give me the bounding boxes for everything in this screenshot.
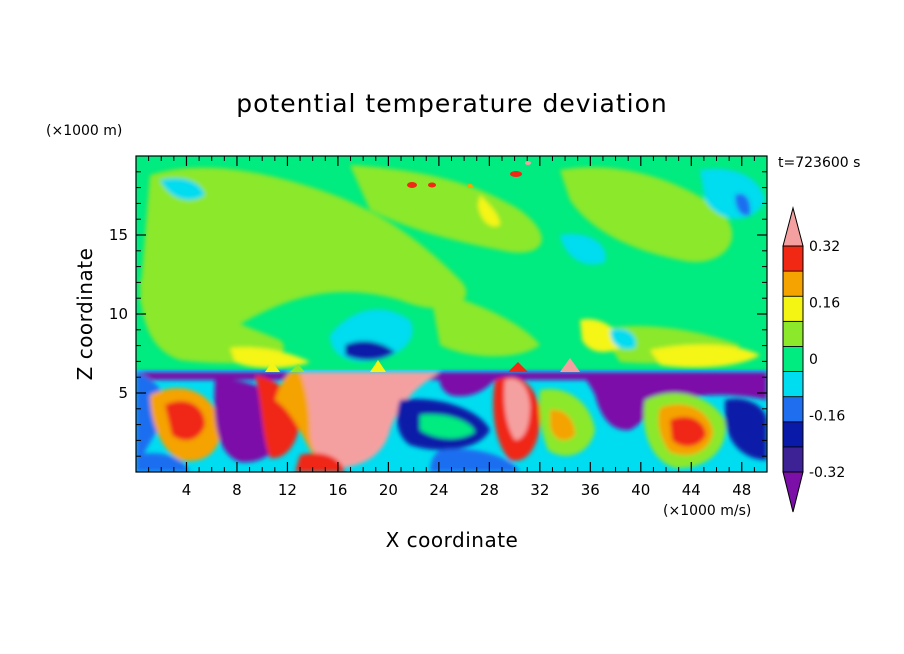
x-unit-label: (×1000 m/s) [663,503,751,519]
colorbar-box [782,320,804,347]
colorbar-box [782,346,804,372]
x-axis-label: X coordinate [386,528,519,552]
upper-hotspots [407,161,531,188]
colorbar-box [782,270,804,297]
colorbar-extend-high [782,206,804,247]
upper-field-patches [140,165,765,368]
x-tick-label: 36 [581,481,600,499]
colorbar-tick-label: 0.32 [809,239,840,255]
x-tick-label: 12 [278,481,297,499]
colorbar-box [782,245,804,272]
chart-title: potential temperature deviation [236,89,667,118]
x-tick-label: 44 [682,481,701,499]
x-tick-label: 28 [480,481,499,499]
boundary-spikes [265,358,580,372]
x-tick-label: 40 [631,481,650,499]
colorbar-box [782,295,804,322]
x-tick-label: 48 [732,481,751,499]
x-axis-ticks: 4 8 12 16 20 24 28 32 36 40 44 48 [148,156,755,499]
x-tick-label: 24 [429,481,448,499]
colorbar-box [782,396,804,423]
colorbar: 0.32 0.16 0 -0.16 -0.32 [782,206,845,513]
time-label: t=723600 s [778,155,860,171]
y-axis-ticks: 5 10 15 [109,171,767,457]
y-tick-label: 5 [118,384,128,402]
colorbar-tick-label: -0.32 [809,465,845,481]
colorbar-frame [782,245,804,473]
y-axis-label: Z coordinate [73,248,97,381]
x-tick-label: 16 [328,481,347,499]
colorbar-box [782,446,804,473]
plot-area [136,156,767,472]
x-tick-label: 20 [379,481,398,499]
colorbar-box [782,371,804,398]
colorbar-tick-label: 0.16 [809,296,840,312]
colorbar-tick-label: -0.16 [809,409,845,425]
lower-field-patches [136,372,767,472]
x-tick-label: 32 [530,481,549,499]
x-tick-label: 4 [182,481,192,499]
y-tick-label: 10 [109,305,128,323]
x-tick-label: 8 [232,481,242,499]
colorbar-tick-label: 0 [809,352,818,368]
y-unit-label: (×1000 m) [46,123,122,139]
colorbar-extend-low [782,471,804,513]
colorbar-box [782,421,804,448]
y-tick-label: 15 [109,226,128,244]
